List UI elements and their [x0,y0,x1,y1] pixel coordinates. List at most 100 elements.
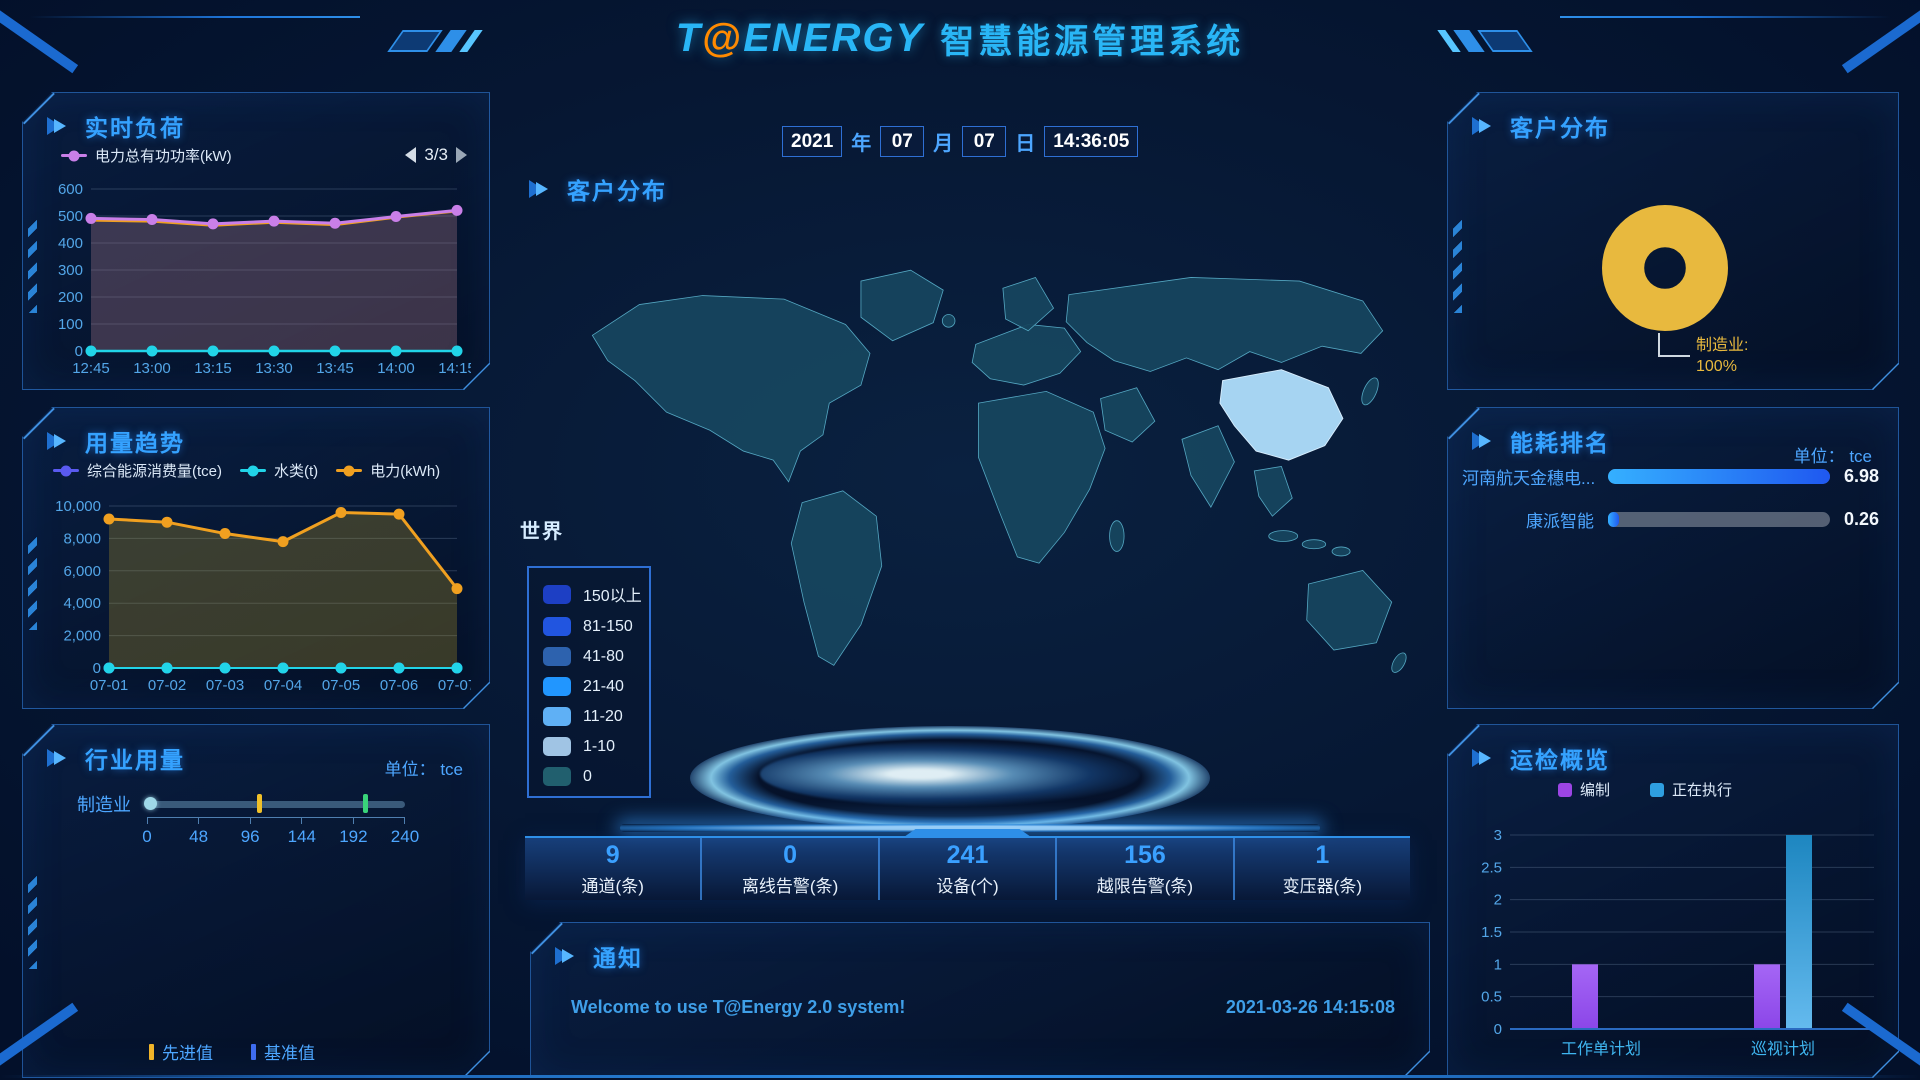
map-region-iceland [941,314,956,328]
industry-slider-row: 制造业 [53,791,405,817]
system-title: 智慧能源管理系统 [940,23,1245,61]
legend-label: 综合能源消费量(tce) [87,463,223,480]
legend-item[interactable]: 编制 [1558,779,1610,800]
svg-text:2.5: 2.5 [1481,859,1502,876]
slider-axis: 0 48 96 144 192 240 [147,817,405,847]
stat-transformers: 1 变压器(条) [1232,838,1410,900]
legend-item[interactable]: 先进值 [149,1039,213,1064]
legend-label: 电力(kWh) [370,463,441,480]
svg-text:07-02: 07-02 [148,677,186,694]
ranking-row: 河南航天金穗电... 6.98 [1462,464,1886,489]
day-unit-label: 日 [1015,133,1036,155]
panel-title: 用量趋势 [85,430,185,456]
svg-text:14:15: 14:15 [438,360,471,377]
legend-item[interactable]: 电力(kWh) [336,460,440,481]
map-legend-item: 0 [543,767,649,786]
legend-label: 水类(t) [274,463,319,480]
header-wing-right [1437,30,1533,52]
map-legend-item: 11-20 [543,707,649,726]
svg-text:1.5: 1.5 [1481,924,1502,941]
legend-marker [251,1044,256,1060]
svg-text:07-03: 07-03 [206,677,244,694]
stat-limit-alarms: 156 越限告警(条) [1055,838,1232,900]
slider-track[interactable] [147,801,405,808]
map-legend-item: 150以上 [543,582,649,606]
stat-offline-alarms: 0 离线告警(条) [700,838,877,900]
panel-notch-decor [28,873,37,969]
svg-text:4,000: 4,000 [63,595,101,612]
svg-text:400: 400 [58,235,83,252]
pager-prev-icon[interactable] [405,147,416,163]
usage_trend-svg: 0 2,000 4,000 6,000 8,000 10,000 07-01 07-02 07-… [35,494,471,700]
map-legend-item: 41-80 [543,647,649,666]
panel-arrow-icon [529,180,548,198]
svg-text:6,000: 6,000 [63,563,101,580]
realtime_load-svg: 0 100 200 300 400 500 600 12:45 13:00 13:15 13:30 1… [35,177,471,383]
panel-realtime-load: 实时负荷 电力总有功功率(kW) 3/3 0 100 200 300 400 500 600… [22,92,490,390]
world-map[interactable] [558,220,1408,740]
usage-trend-chart: 0 2,000 4,000 6,000 8,000 10,000 07-01 07-02 07-… [35,494,471,705]
map-region-new-zealand [1391,652,1407,673]
ranking-value: 6.98 [1844,466,1880,486]
ranking-row: 康派智能 0.26 [1462,507,1886,532]
svg-text:07-04: 07-04 [264,677,302,694]
legend-label: 电力总有功功率(kW) [95,148,232,165]
platform-glow-decor [760,742,1140,806]
header: T@ENERGY 智慧能源管理系统 [0,0,1920,74]
svg-text:07-06: 07-06 [380,677,418,694]
panel-energy-ranking: 能耗排名 单位： tce 河南航天金穗电... 6.98 康派智能 0.26 [1447,407,1899,709]
ranking-value: 0.26 [1844,509,1880,529]
industry-row-label: 制造业 [77,795,131,815]
legend-marker [53,469,79,472]
svg-text:13:45: 13:45 [316,360,354,377]
legend-marker [1650,783,1664,797]
legend-item[interactable]: 电力总有功功率(kW) [61,145,232,166]
svg-text:2,000: 2,000 [63,628,101,645]
year-unit-label: 年 [851,133,872,155]
legend-item[interactable]: 水类(t) [240,460,318,481]
map-region-indonesia [1301,539,1327,550]
map-region-middle-east [1100,387,1156,443]
map-region-greenland [860,269,944,342]
day-input[interactable]: 07 [962,126,1007,157]
panel-inspection-overview: 运检概览 编制 正在执行 0 0.5 1 1.5 2 2.5 3 工作单计划 巡视计划 [1447,724,1899,1078]
panel-title: 行业用量 [85,747,185,773]
svg-text:1: 1 [1494,956,1502,973]
baseline-value-marker [363,794,368,813]
map-legend-item: 81-150 [543,617,649,636]
map-region-madagascar [1109,520,1125,552]
industry-usage-slider[interactable] [147,794,405,814]
map-section-title: 客户分布 [527,172,667,206]
map-region-japan [1361,377,1379,406]
legend-marker [149,1044,154,1060]
industry-usage-slider-handle[interactable] [144,797,157,810]
legend-marker [240,469,266,472]
donut-leader-line [1658,333,1660,355]
legend-marker [1558,783,1572,797]
bottom-edge-line [0,1075,1920,1078]
svg-text:13:30: 13:30 [255,360,293,377]
logo-at-icon: @ [702,16,744,60]
panel-title-row: 行业用量 [45,741,185,775]
stat-devices: 241 设备(个) [877,838,1055,900]
panel-industry-usage: 行业用量 单位： tce 制造业 0 48 96 144 192 240 先进值 [22,724,490,1078]
pager-next-icon[interactable] [456,147,467,163]
app-logo: T@ENERGY 智慧能源管理系统 [676,14,1244,63]
panel-notice: 通知 Welcome to use T@Energy 2.0 system! 2… [530,922,1430,1078]
svg-text:13:00: 13:00 [133,360,171,377]
map-region-europe [971,324,1082,386]
year-input[interactable]: 2021 [782,126,843,157]
realtime-load-legend: 电力总有功功率(kW) [61,145,232,166]
legend-marker [336,469,362,472]
panel-arrow-icon [553,945,581,967]
panel-title-row: 通知 [553,939,643,973]
svg-text:8,000: 8,000 [63,530,101,547]
month-input[interactable]: 07 [880,126,925,157]
legend-item[interactable]: 基准值 [251,1039,315,1064]
legend-item[interactable]: 综合能源消费量(tce) [53,460,222,481]
svg-text:工作单计划: 工作单计划 [1561,1040,1641,1058]
legend-item[interactable]: 正在执行 [1650,779,1732,800]
svg-text:100: 100 [58,316,83,333]
datetime-bar: 2021 年 07 月 07 日 14:36:05 [782,126,1139,157]
